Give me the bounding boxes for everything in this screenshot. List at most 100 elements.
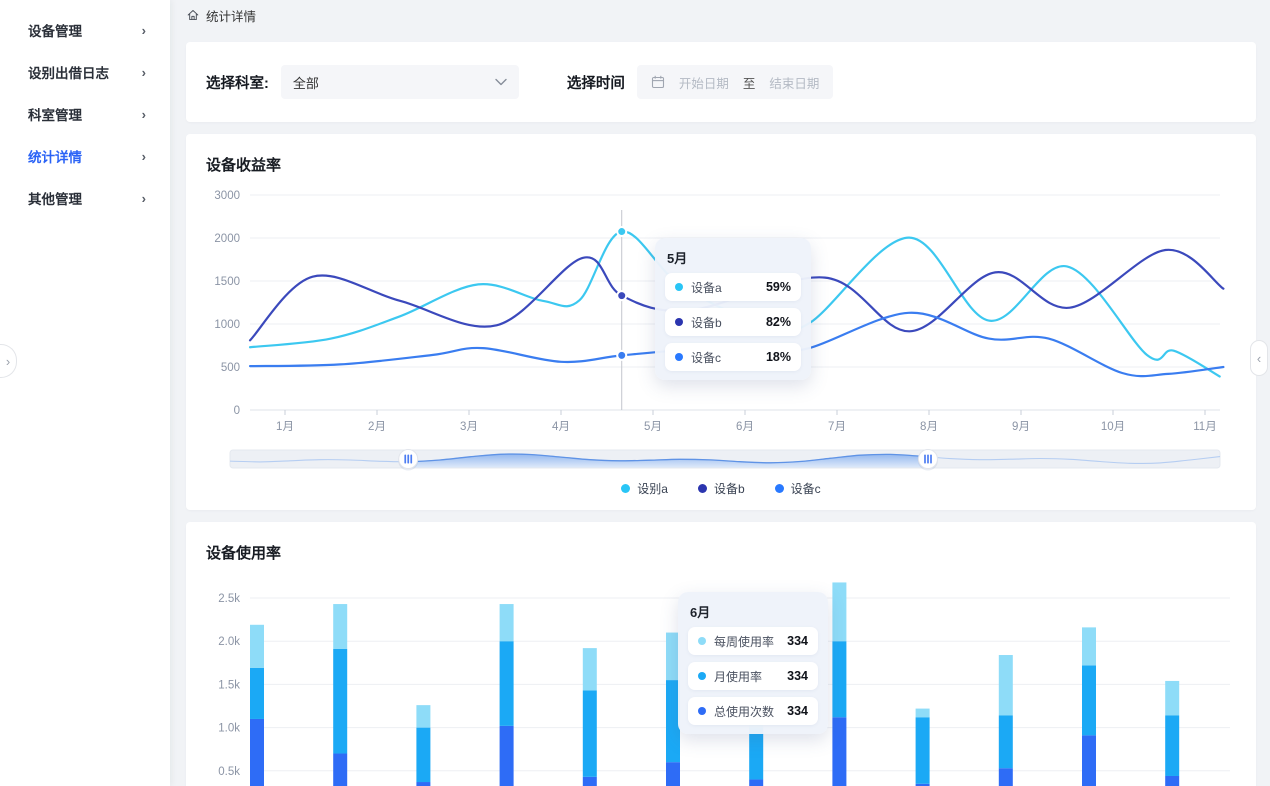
- bar-segment[interactable]: [666, 680, 680, 763]
- bar-chart[interactable]: 2.5k 2.0k 1.5k 1.0k 0.5k: [186, 522, 1256, 786]
- sidebar-item-1[interactable]: 设别出借日志 ›: [0, 51, 170, 93]
- legend-dot-icon: [774, 484, 784, 493]
- bar-segment[interactable]: [749, 712, 764, 728]
- department-select[interactable]: 全部: [280, 65, 519, 99]
- svg-text:2.5k: 2.5k: [218, 593, 240, 605]
- main-content: 统计详情 选择科室: 全部 选择时间 开始日期 至 结束日期: [170, 0, 1270, 786]
- end-date-placeholder: 结束日期: [769, 76, 820, 91]
- chevron-right-icon: ›: [141, 64, 146, 80]
- svg-text:9月: 9月: [1012, 421, 1030, 433]
- bar-segment[interactable]: [499, 604, 514, 642]
- bar-segment[interactable]: [499, 641, 514, 726]
- bar-segment[interactable]: [582, 776, 597, 786]
- svg-text:4月: 4月: [552, 421, 570, 433]
- sidebar: 设备管理 › 设别出借日志 › 科室管理 › 统计详情 › 其他管理 ›: [0, 0, 170, 786]
- svg-text:2月: 2月: [368, 421, 386, 433]
- svg-text:11月: 11月: [1193, 421, 1216, 433]
- chevron-right-icon: ›: [141, 148, 146, 164]
- svg-text:1000: 1000: [214, 319, 240, 331]
- bar-segment[interactable]: [666, 632, 680, 681]
- svg-text:1.0k: 1.0k: [218, 723, 240, 735]
- bar-segment[interactable]: [1082, 627, 1096, 666]
- legend-item[interactable]: 设别a: [621, 480, 668, 497]
- legend-dot-icon: [621, 484, 631, 493]
- bar-segment[interactable]: [1082, 665, 1096, 736]
- bar-segment[interactable]: [1165, 680, 1180, 716]
- bar-segment[interactable]: [1165, 715, 1180, 776]
- bar-segment[interactable]: [998, 655, 1013, 716]
- svg-text:1月: 1月: [276, 421, 294, 433]
- legend-item[interactable]: 设备c: [774, 480, 821, 497]
- svg-text:3000: 3000: [214, 190, 240, 202]
- bar-segment[interactable]: [416, 705, 431, 728]
- svg-text:2.0k: 2.0k: [218, 636, 240, 648]
- bar-chart-card: 设备使用率 2.5k 2.0k 1.5k 1.0k 0.5k 6月 每周使用率 334 月使…: [186, 522, 1256, 786]
- bar-segment[interactable]: [333, 648, 348, 754]
- sidebar-item-label: 设别出借日志: [28, 66, 109, 81]
- department-select-label: 选择科室:: [206, 75, 269, 92]
- line-chart[interactable]: 3000 2000 1500 1000 500 0 1月 2月 3月 4月 5月 6月 7月 8月 9月 10…: [186, 134, 1256, 510]
- bar-segment[interactable]: [666, 762, 680, 786]
- datazoom-handle[interactable]: [917, 449, 938, 471]
- datazoom-handle[interactable]: [398, 449, 419, 471]
- date-range-separator: 至: [742, 76, 756, 91]
- sidebar-nav: 设备管理 › 设别出借日志 › 科室管理 › 统计详情 › 其他管理 ›: [0, 0, 170, 219]
- sidebar-item-2[interactable]: 科室管理 ›: [0, 93, 170, 135]
- panel-collapse-button[interactable]: ‹: [1250, 340, 1268, 376]
- svg-text:1.5k: 1.5k: [218, 679, 240, 691]
- bar-segment[interactable]: [998, 768, 1013, 786]
- breadcrumb: 统计详情: [170, 0, 1270, 30]
- sidebar-item-4[interactable]: 其他管理 ›: [0, 177, 170, 219]
- legend-label: 设备c: [790, 482, 821, 496]
- bar-segment[interactable]: [998, 715, 1013, 769]
- bar-segment[interactable]: [499, 725, 514, 786]
- bar-segment[interactable]: [832, 641, 847, 718]
- svg-text:10月: 10月: [1101, 421, 1125, 433]
- bar-segment[interactable]: [416, 727, 431, 783]
- line-chart-card: 设备收益率 3000 2000 1500 1000 500 0 1月 2月 3月 4月 5月 6月 7月…: [186, 134, 1256, 510]
- svg-text:2000: 2000: [214, 233, 240, 245]
- bar-segment[interactable]: [250, 667, 264, 719]
- line-chart-legend: 设别a 设备b 设备c: [186, 480, 1256, 497]
- bar-segment[interactable]: [915, 717, 930, 784]
- bar-segment[interactable]: [582, 648, 597, 691]
- legend-label: 设别a: [637, 482, 668, 496]
- home-icon[interactable]: [186, 8, 200, 22]
- line-chart-title: 设备收益率: [206, 157, 282, 174]
- bar-segment[interactable]: [832, 717, 847, 786]
- bar-segment[interactable]: [749, 727, 764, 780]
- bar-segment[interactable]: [333, 753, 348, 786]
- chevron-down-icon: [495, 78, 507, 86]
- start-date-placeholder: 开始日期: [678, 76, 729, 91]
- sidebar-item-label: 科室管理: [28, 108, 82, 123]
- bar-segment[interactable]: [250, 718, 264, 786]
- sidebar-item-0[interactable]: 设备管理 ›: [0, 9, 170, 51]
- svg-text:7月: 7月: [828, 421, 846, 433]
- svg-text:0.5k: 0.5k: [218, 766, 240, 778]
- calendar-icon: [651, 75, 664, 89]
- bar-chart-title: 设备使用率: [206, 545, 282, 562]
- chevron-right-icon: ›: [141, 22, 146, 38]
- breadcrumb-title: 统计详情: [206, 9, 257, 24]
- bar-segment[interactable]: [416, 782, 431, 786]
- sidebar-item-3[interactable]: 统计详情 ›: [0, 135, 170, 177]
- bar-segment[interactable]: [832, 582, 847, 642]
- svg-text:3月: 3月: [460, 421, 478, 433]
- bar-segment[interactable]: [582, 690, 597, 777]
- legend-item[interactable]: 设备b: [697, 480, 745, 497]
- bar-segment[interactable]: [749, 779, 764, 786]
- svg-text:500: 500: [221, 362, 240, 374]
- chevron-right-icon: ›: [141, 190, 146, 206]
- legend-label: 设备b: [713, 482, 745, 496]
- bar-segment[interactable]: [250, 624, 264, 668]
- date-range-picker[interactable]: 开始日期 至 结束日期: [636, 65, 834, 99]
- bar-segment[interactable]: [1082, 735, 1096, 786]
- chevron-right-icon: ›: [141, 106, 146, 122]
- bar-segment[interactable]: [915, 783, 930, 786]
- svg-text:6月: 6月: [736, 421, 754, 433]
- bar-segment[interactable]: [915, 708, 930, 718]
- svg-text:1500: 1500: [214, 276, 240, 288]
- bar-segment[interactable]: [333, 604, 348, 649]
- bar-segment[interactable]: [1165, 775, 1180, 786]
- sidebar-item-label: 设备管理: [28, 24, 82, 39]
